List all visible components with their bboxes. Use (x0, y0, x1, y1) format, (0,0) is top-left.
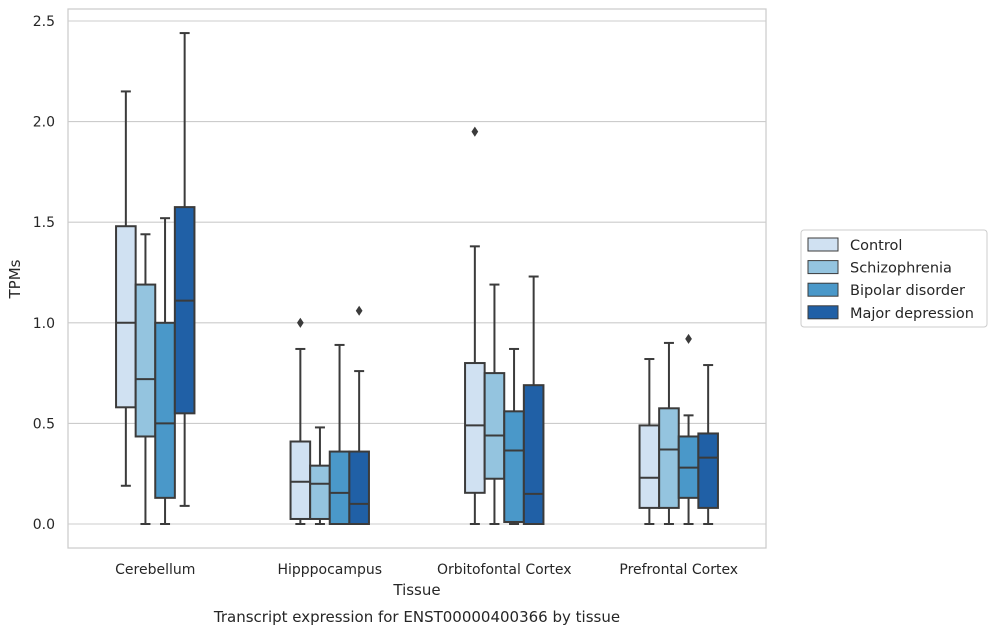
box-iqr (522, 384, 545, 525)
chart-caption: Transcript expression for ENST0000040036… (213, 608, 620, 626)
box-control (115, 90, 137, 487)
plot-frame (67, 8, 767, 549)
box-iqr (638, 424, 661, 509)
box-major-depression (348, 305, 370, 525)
box-iqr (328, 450, 351, 525)
box-schizophrenia (134, 233, 157, 525)
box-iqr (134, 283, 157, 438)
legend-label: Control (850, 238, 902, 254)
box-control (289, 317, 312, 525)
box-iqr (697, 432, 719, 509)
y-tick-label: 2.5 (33, 14, 55, 30)
box-iqr (173, 206, 196, 415)
box-schizophrenia (309, 426, 331, 525)
outlier-point (685, 333, 692, 344)
y-tick-label: 0.5 (33, 416, 55, 432)
x-axis-title: Tissue (392, 581, 440, 599)
y-tick-label: 0.0 (33, 517, 55, 533)
outlier-point (355, 305, 363, 316)
x-tick-labels: Cerebellum Hipppocampus Orbitofontal Corte… (115, 562, 738, 578)
outlier-point (471, 126, 479, 137)
box-iqr (154, 321, 176, 499)
box-iqr (483, 372, 506, 480)
x-tick-label: Orbitofontal Cortex (437, 562, 572, 578)
y-tick-label: 2.0 (33, 115, 55, 131)
y-tick-labels: 0.0 0.5 1.0 1.5 2.0 2.5 (33, 14, 55, 533)
box-iqr (309, 464, 331, 520)
x-tick-label: Prefrontal Cortex (619, 562, 738, 578)
box-control (464, 126, 486, 525)
box-iqr (658, 407, 680, 509)
box-major-depression (173, 32, 196, 507)
box-schizophrenia (483, 283, 506, 525)
box-iqr (289, 440, 312, 520)
legend-label: Bipolar disorder (850, 283, 965, 299)
box-bipolar-disorder (328, 343, 351, 525)
box-iqr (115, 225, 137, 409)
legend: Control Schizophrenia Bipolar disorder Majo… (800, 229, 988, 328)
box-bipolar-disorder (503, 347, 525, 525)
legend-frame (800, 229, 988, 328)
x-tick-label: Hipppocampus (277, 562, 382, 578)
boxes-layer (115, 32, 719, 525)
outlier-point (296, 317, 304, 328)
box-major-depression (522, 275, 545, 525)
y-tick-label: 1.5 (33, 215, 55, 231)
box-schizophrenia (658, 341, 680, 525)
box-bipolar-disorder (677, 333, 700, 525)
legend-swatch (807, 260, 839, 275)
y-axis-title: TPMs (6, 259, 24, 299)
legend-swatch (807, 305, 839, 320)
box-iqr (503, 410, 525, 523)
legend-swatch (807, 237, 839, 252)
legend-swatch (807, 282, 839, 297)
x-tick-label: Cerebellum (115, 562, 195, 578)
box-iqr (464, 362, 486, 494)
box-control (638, 358, 661, 525)
y-tick-label: 1.0 (33, 316, 55, 332)
box-major-depression (697, 364, 719, 525)
legend-label: Schizophrenia (850, 261, 952, 277)
box-iqr (348, 450, 370, 525)
box-bipolar-disorder (154, 217, 176, 525)
legend-label: Major depression (850, 306, 974, 322)
